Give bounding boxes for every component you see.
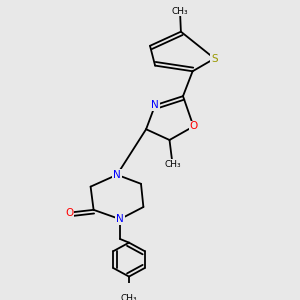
Text: N: N bbox=[113, 170, 121, 180]
Text: O: O bbox=[65, 208, 73, 218]
Text: S: S bbox=[211, 53, 218, 64]
Text: N: N bbox=[151, 100, 159, 110]
Text: N: N bbox=[116, 214, 124, 224]
Text: CH₃: CH₃ bbox=[121, 294, 137, 300]
Text: O: O bbox=[189, 122, 198, 131]
Text: CH₃: CH₃ bbox=[164, 160, 181, 169]
Text: CH₃: CH₃ bbox=[172, 7, 188, 16]
